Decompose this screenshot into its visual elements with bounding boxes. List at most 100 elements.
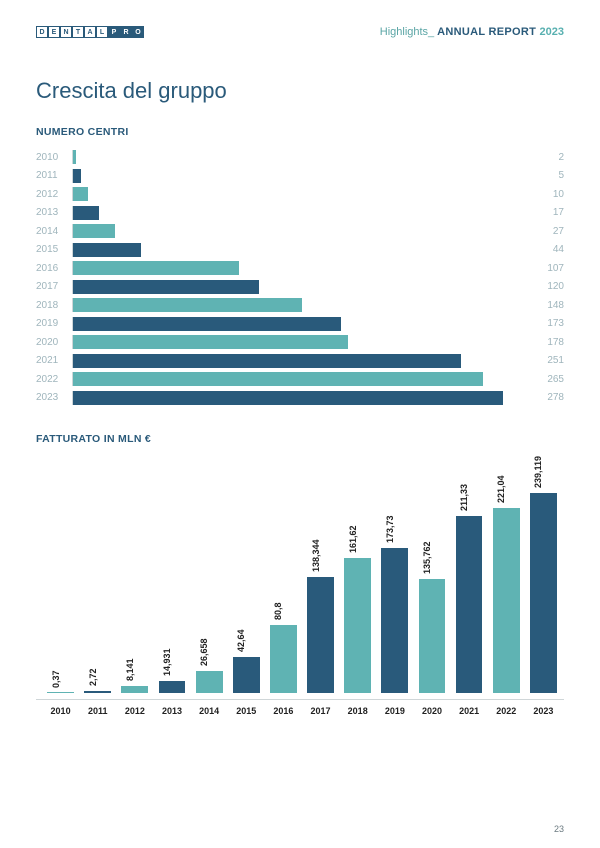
vbar-year-label: 2018 — [339, 706, 376, 716]
logo-char: E — [48, 26, 60, 38]
hbar-year-label: 2018 — [36, 300, 72, 311]
vbar-value-label: 239,119 — [533, 456, 543, 488]
hbar-bar — [73, 280, 259, 294]
logo: DENTALPRO — [36, 26, 144, 38]
hbar-year-label: 2011 — [36, 170, 72, 181]
fatturato-bar-chart: 0,37 2,72 8,141 14,931 26,658 42,64 80,8 138,34… — [36, 455, 564, 693]
hbar-year-label: 2023 — [36, 392, 72, 403]
report-heading: Highlights_ ANNUAL REPORT 2023 — [380, 26, 564, 38]
vbar-value-label: 173,73 — [385, 515, 395, 543]
hbar-year-label: 2022 — [36, 374, 72, 385]
hbar-row: 201427 — [36, 222, 564, 241]
hbar-value-label: 17 — [530, 207, 564, 218]
hbar-value-label: 27 — [530, 226, 564, 237]
hbar-row: 2019173 — [36, 315, 564, 334]
vbar-bar — [530, 493, 557, 693]
hbar-row: 2017120 — [36, 278, 564, 297]
vbar-year-label: 2012 — [116, 706, 153, 716]
hbar-value-label: 148 — [530, 300, 564, 311]
vbar-year-label: 2021 — [451, 706, 488, 716]
vbar-column: 138,344 — [302, 455, 339, 693]
vbar-bar — [344, 558, 371, 693]
logo-char: P — [108, 26, 120, 38]
hbar-value-label: 5 — [530, 170, 564, 181]
hbar-track — [72, 243, 530, 257]
highlights-label: Highlights_ — [380, 26, 434, 38]
vbar-bar — [493, 508, 520, 693]
hbar-value-label: 107 — [530, 263, 564, 274]
vbar-value-label: 80,8 — [273, 603, 283, 621]
hbar-track — [72, 261, 530, 275]
vbar-value-label: 161,62 — [348, 525, 358, 553]
vbar-value-label: 42,64 — [236, 630, 246, 653]
hbar-bar — [73, 224, 115, 238]
vbar-value-label: 138,344 — [311, 540, 321, 573]
vbar-value-label: 0,37 — [51, 670, 61, 688]
hbar-row: 2021 251 — [36, 352, 564, 371]
hbar-bar — [73, 243, 141, 257]
centri-bar-chart: 2010 2 2011 5 2012 10 2013 17 201427 2015 44 201610… — [36, 148, 564, 407]
page-title: Crescita del gruppo — [36, 78, 564, 104]
hbar-row: 2022 265 — [36, 370, 564, 389]
hbar-row: 2018 148 — [36, 296, 564, 315]
vbar-year-label: 2016 — [265, 706, 302, 716]
vbar-year-label: 2015 — [228, 706, 265, 716]
vbar-bar — [419, 579, 446, 693]
hbar-year-label: 2013 — [36, 207, 72, 218]
vbar-value-label: 135,762 — [422, 542, 432, 575]
vbar-year-label: 2022 — [488, 706, 525, 716]
hbar-track — [72, 298, 530, 312]
hbar-row: 2010 2 — [36, 148, 564, 167]
hbar-value-label: 173 — [530, 318, 564, 329]
hbar-year-label: 2021 — [36, 355, 72, 366]
vbar-bar — [196, 671, 223, 693]
vbar-bar — [270, 625, 297, 693]
hbar-row: 2012 10 — [36, 185, 564, 204]
hbar-year-label: 2012 — [36, 189, 72, 200]
hbar-bar — [73, 354, 461, 368]
hbar-track — [72, 354, 530, 368]
hbar-track — [72, 169, 530, 183]
vbar-year-label: 2017 — [302, 706, 339, 716]
vbar-column: 2,72 — [79, 455, 116, 693]
hbar-value-label: 2 — [530, 152, 564, 163]
vbar-column: 42,64 — [228, 455, 265, 693]
vbar-bar — [47, 692, 74, 693]
vbar-bar — [456, 516, 483, 693]
hbar-track — [72, 391, 530, 405]
hbar-bar — [73, 187, 88, 201]
hbar-value-label: 10 — [530, 189, 564, 200]
hbar-row: 2016107 — [36, 259, 564, 278]
hbar-row: 2015 44 — [36, 241, 564, 260]
hbar-bar — [73, 335, 348, 349]
vbar-value-label: 2,72 — [88, 668, 98, 686]
hbar-track — [72, 280, 530, 294]
hbar-year-label: 2017 — [36, 281, 72, 292]
hbar-track — [72, 150, 530, 164]
vbar-value-label: 8,141 — [125, 659, 135, 682]
vbar-column: 239,119 — [525, 455, 562, 693]
vbar-column: 211,33 — [451, 455, 488, 693]
hbar-bar — [73, 261, 239, 275]
vbar-bar — [233, 657, 260, 693]
vbar-year-label: 2020 — [413, 706, 450, 716]
hbar-value-label: 278 — [530, 392, 564, 403]
logo-char: O — [132, 26, 144, 38]
hbar-year-label: 2015 — [36, 244, 72, 255]
vbar-value-label: 14,931 — [162, 648, 172, 676]
hbar-bar — [73, 317, 341, 331]
hbar-year-label: 2020 — [36, 337, 72, 348]
hbar-year-label: 2010 — [36, 152, 72, 163]
report-label: ANNUAL REPORT — [434, 26, 539, 38]
logo-char: L — [96, 26, 108, 38]
vbar-value-label: 26,658 — [199, 638, 209, 666]
hbar-value-label: 44 — [530, 244, 564, 255]
vbar-column: 14,931 — [153, 455, 190, 693]
hbar-value-label: 251 — [530, 355, 564, 366]
hbar-value-label: 265 — [530, 374, 564, 385]
hbar-value-label: 178 — [530, 337, 564, 348]
hbar-bar — [73, 298, 302, 312]
hbar-row: 2013 17 — [36, 204, 564, 223]
vbar-year-label: 2010 — [42, 706, 79, 716]
logo-char: D — [36, 26, 48, 38]
